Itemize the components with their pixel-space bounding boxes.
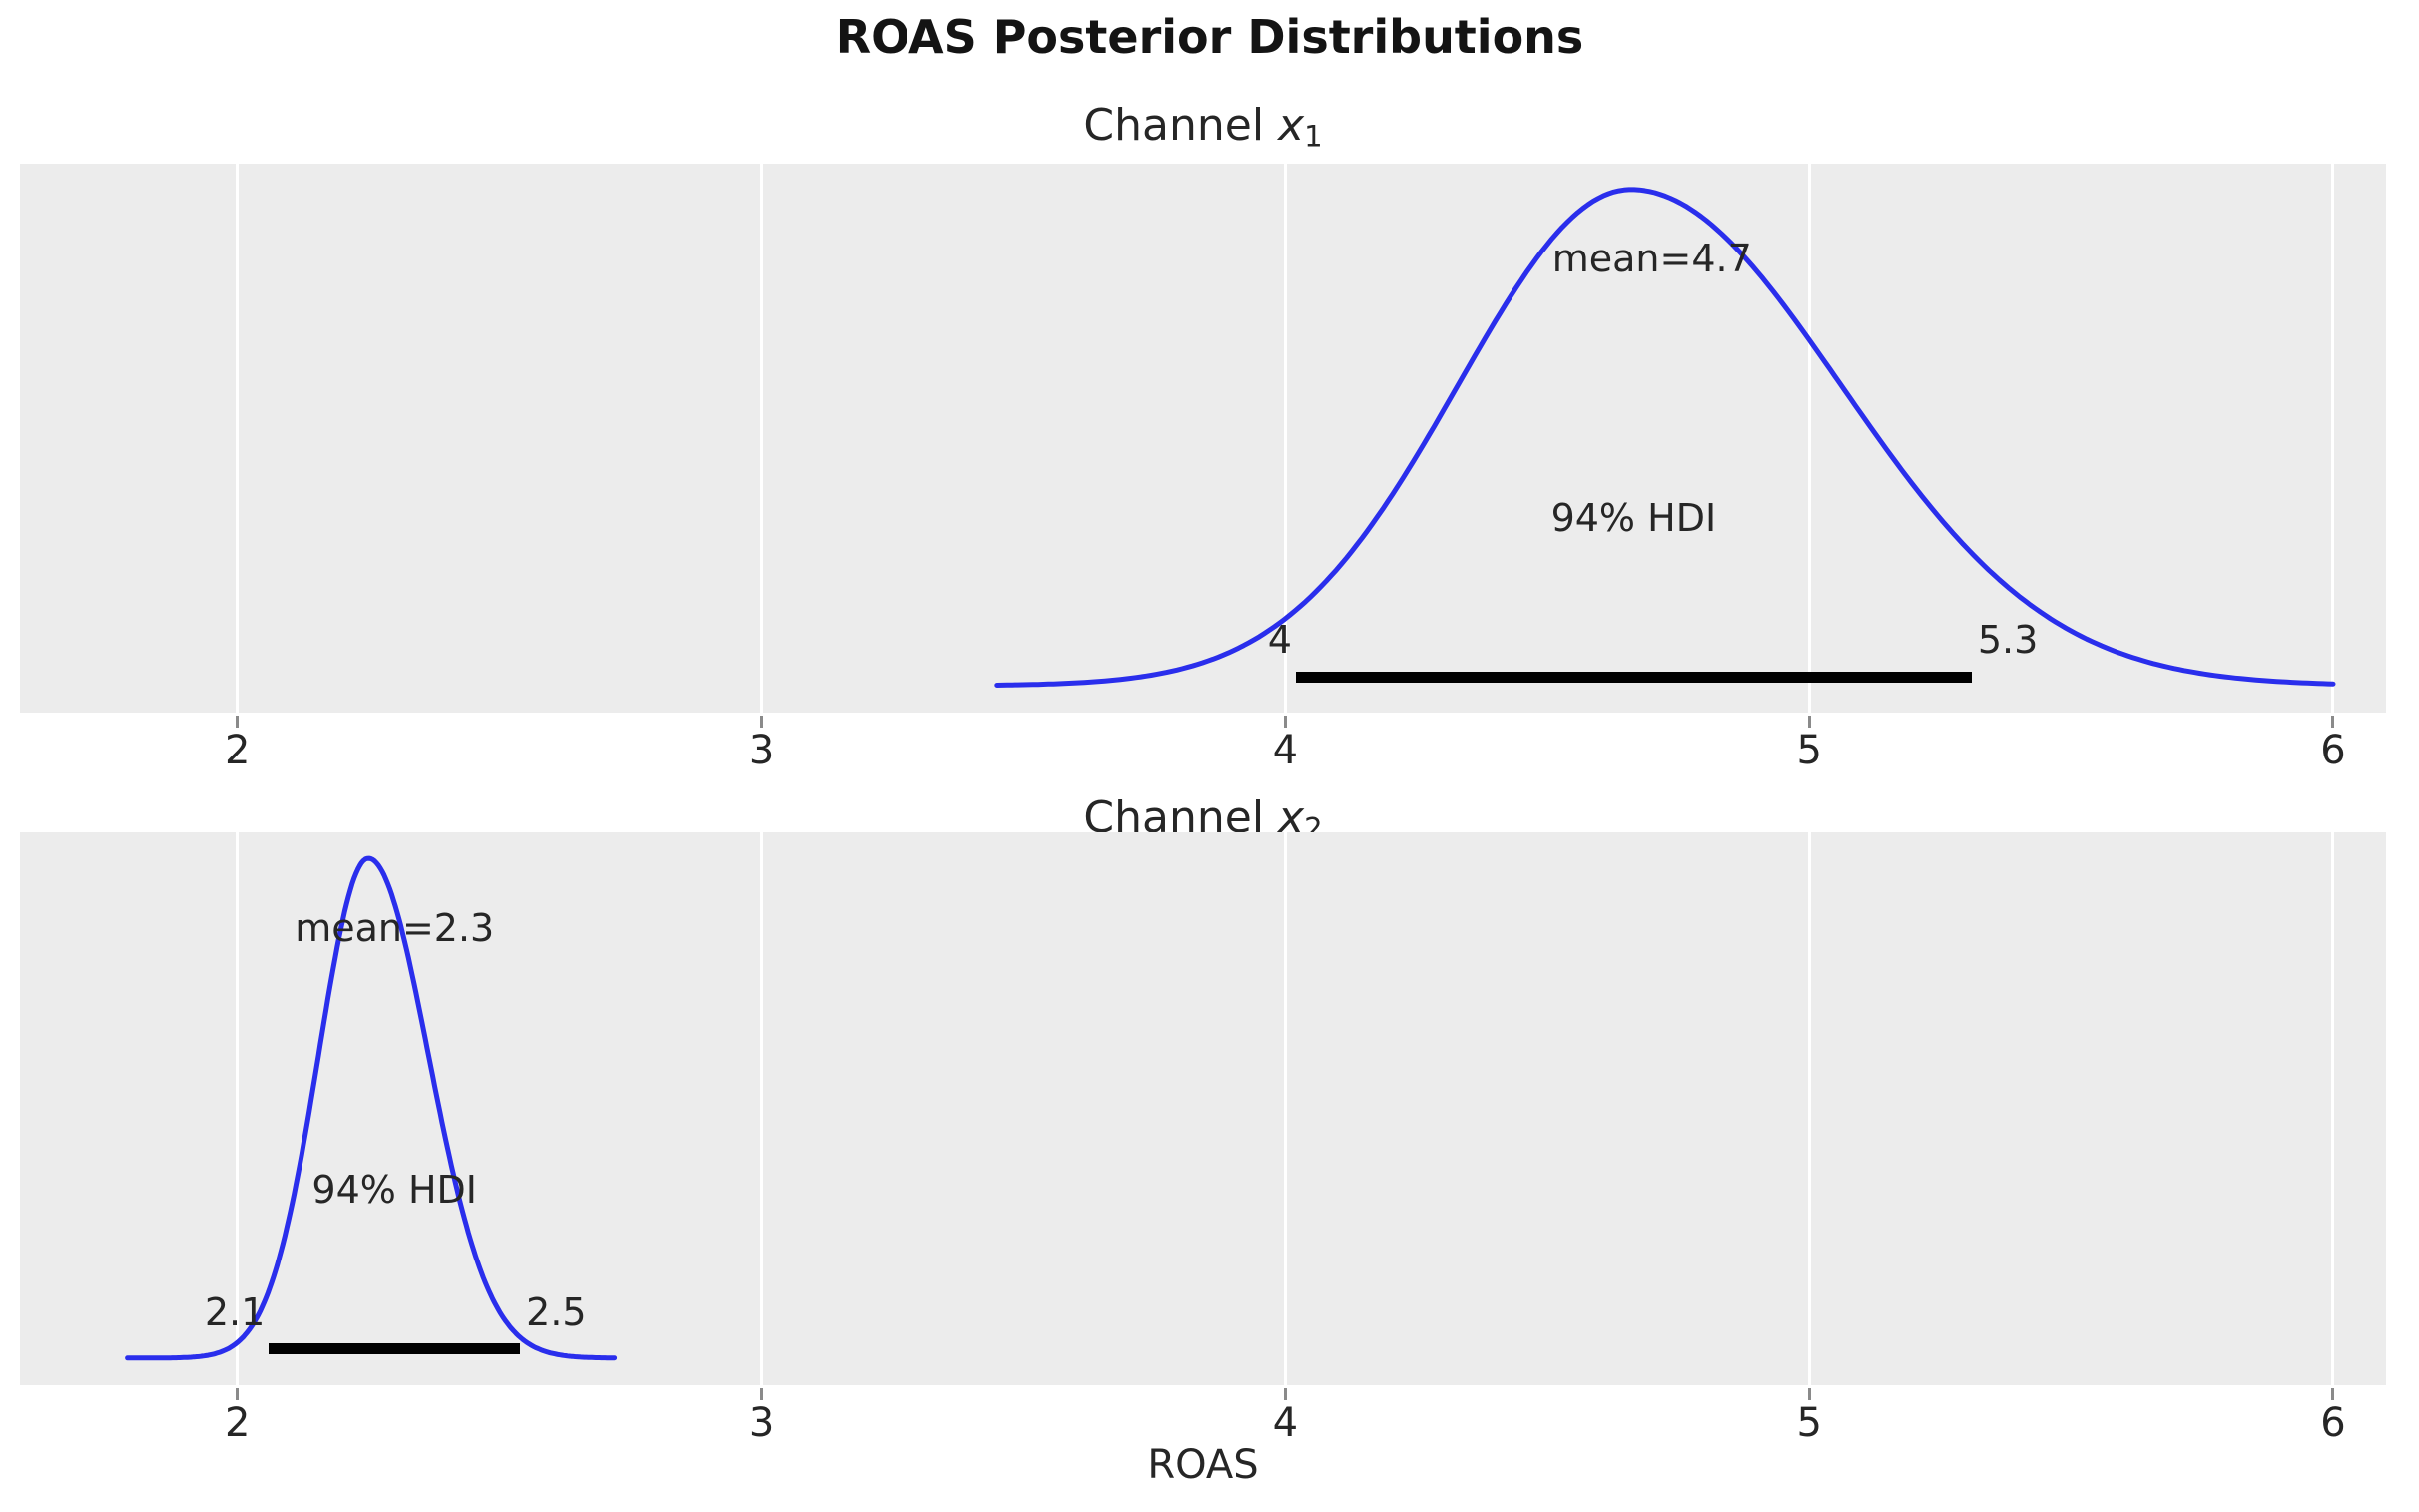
gridline — [760, 832, 764, 1385]
kde-curve — [125, 855, 618, 1361]
axes-panel-x2: mean=2.3 94% HDI 2.1 2.5 — [20, 832, 2386, 1385]
gridline — [236, 832, 240, 1385]
subplot-title-x1: Channel x1 — [20, 100, 2386, 154]
x-tick-mark — [2331, 716, 2335, 728]
hdi-bar — [1295, 671, 1972, 683]
hdi-lower-label: 4 — [1267, 618, 1292, 663]
mean-label: mean=2.3 — [295, 905, 495, 950]
x-tick-label: 3 — [748, 728, 775, 773]
hdi-upper-label: 5.3 — [1977, 618, 2039, 663]
hdi-upper-label: 2.5 — [526, 1289, 587, 1334]
hdi-lower-label: 2.1 — [204, 1289, 266, 1334]
x-tick-mark — [1807, 716, 1811, 728]
x-axis-ticks: 2 3 4 5 6 — [20, 713, 2386, 792]
gridline — [2331, 164, 2335, 713]
x-tick-mark — [236, 716, 240, 728]
x-tick-label: 4 — [1272, 728, 1299, 773]
mean-label: mean=4.7 — [1551, 237, 1752, 281]
hdi-bar — [269, 1343, 521, 1355]
gridlines — [20, 164, 2386, 713]
x-tick-mark — [760, 716, 764, 728]
hdi-text-label: 94% HDI — [311, 1167, 478, 1212]
gridline — [236, 164, 240, 713]
math-var-icon: x — [1278, 100, 1305, 151]
x-tick-label: 6 — [2320, 728, 2346, 773]
gridline — [760, 164, 764, 713]
x-tick-mark — [236, 1388, 240, 1400]
x-tick-label: 2 — [225, 1400, 251, 1446]
hdi-text-label: 94% HDI — [1550, 496, 1717, 541]
x-tick-mark — [1807, 1388, 1811, 1400]
gridline — [2331, 832, 2335, 1385]
x-tick-label: 3 — [748, 1400, 775, 1446]
figure-suptitle: ROAS Posterior Distributions — [835, 10, 1584, 64]
x-tick-label: 6 — [2320, 1400, 2346, 1446]
x-tick-label: 5 — [1796, 728, 1822, 773]
x-tick-label: 5 — [1796, 1400, 1822, 1446]
x-axis-ticks: 2 3 4 5 6 — [20, 1385, 2386, 1465]
gridline — [1807, 164, 1811, 713]
x-tick-label: 4 — [1272, 1400, 1299, 1446]
gridline — [1283, 164, 1287, 713]
gridline — [1283, 832, 1287, 1385]
x-tick-mark — [1283, 716, 1287, 728]
x-axis-label: ROAS — [1147, 1442, 1259, 1488]
axes-panel-x1: mean=4.7 94% HDI 4 5.3 — [20, 164, 2386, 713]
x-tick-label: 2 — [225, 728, 251, 773]
subplot-title-text: Channel — [1083, 100, 1279, 151]
x-tick-mark — [2331, 1388, 2335, 1400]
gridlines — [20, 832, 2386, 1385]
x-tick-mark — [1283, 1388, 1287, 1400]
gridline — [1807, 832, 1811, 1385]
x-tick-mark — [760, 1388, 764, 1400]
kde-curve — [994, 187, 2336, 688]
math-subscript: 1 — [1304, 119, 1323, 154]
